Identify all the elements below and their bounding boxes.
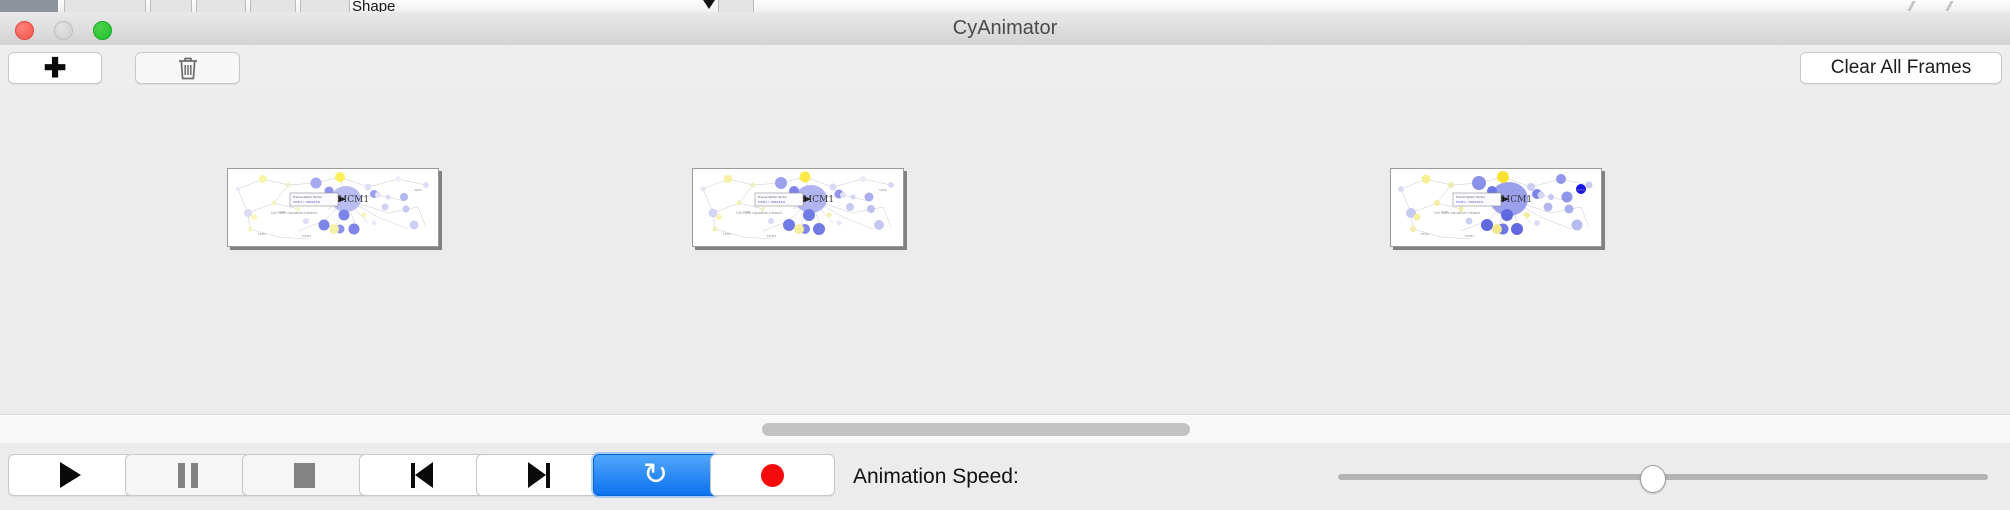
frame-thumbnail-2[interactable]: YOX1 SWI4 FKH2 MCM1 Transcription factor M… [692, 168, 904, 247]
svg-text:FKH2: FKH2 [258, 232, 266, 236]
stop-icon [294, 462, 315, 488]
svg-text:SWI4: SWI4 [879, 188, 887, 192]
svg-text:MCM1: MCM1 [1465, 234, 1474, 238]
playback-controls: ↻ Animation Speed: [0, 443, 2010, 510]
background-slash [1907, 1, 1930, 11]
animation-speed-label: Animation Speed: [853, 465, 1019, 488]
background-dark-tab [0, 0, 58, 12]
svg-text:YOX1: YOX1 [1441, 210, 1449, 214]
svg-text:MCM1: MCM1 [338, 195, 369, 205]
svg-text:Transcription factor: Transcription factor [292, 195, 323, 199]
background-segment [250, 0, 296, 12]
svg-text:Cell cycle regulation network: Cell cycle regulation network [271, 211, 318, 215]
plus-icon: ✚ [43, 52, 67, 83]
svg-text:MCM1 / YMR043W: MCM1 / YMR043W [1456, 200, 1483, 204]
background-segment [150, 0, 192, 12]
close-button[interactable] [15, 21, 34, 40]
svg-text:SWI4: SWI4 [414, 188, 422, 192]
record-icon [761, 463, 784, 487]
loop-icon: ↻ [642, 457, 669, 492]
background-slash [1945, 1, 1968, 11]
add-frame-button[interactable]: ✚ [8, 52, 102, 84]
skip-forward-icon [527, 462, 550, 488]
svg-text:MCM1: MCM1 [767, 234, 776, 238]
clear-all-frames-button[interactable]: Clear All Frames [1800, 52, 2002, 84]
svg-text:MCM1: MCM1 [803, 195, 834, 205]
delete-frame-button[interactable] [135, 52, 240, 84]
minimize-button[interactable] [54, 21, 73, 40]
skip-back-button[interactable] [359, 454, 484, 496]
pause-icon [177, 462, 198, 488]
svg-text:Cell cycle regulation network: Cell cycle regulation network [1434, 211, 1481, 215]
horizontal-scrollbar[interactable] [0, 414, 2010, 444]
svg-text:Cell cycle regulation network: Cell cycle regulation network [736, 211, 783, 215]
svg-text:MCM1: MCM1 [302, 234, 311, 238]
svg-text:SWI4: SWI4 [1577, 188, 1585, 192]
frame-thumbnail-1[interactable]: YOX1 SWI4 FKH2 MCM1 Transcription factor M… [227, 168, 439, 247]
scrollbar-thumb[interactable] [762, 423, 1190, 436]
skip-forward-button[interactable] [476, 454, 601, 496]
timeline-panel[interactable]: YOX1 SWI4 FKH2 MCM1 Transcription factor M… [0, 88, 2010, 324]
frame-thumbnail-3[interactable]: YOX1 SWI4 FKH2 MCM1 Transcription factor M… [1390, 168, 1602, 247]
record-button[interactable] [710, 454, 835, 496]
background-window-strip: Shape [0, 0, 2010, 13]
background-window-label: Shape [352, 0, 396, 13]
svg-text:YOX1: YOX1 [278, 210, 286, 214]
background-segment [64, 0, 146, 12]
trash-icon [178, 57, 197, 80]
background-segment [196, 0, 246, 12]
animation-speed-knob[interactable] [1640, 465, 1666, 493]
svg-text:MCM1 / YMR043W: MCM1 / YMR043W [293, 200, 320, 204]
play-button[interactable] [8, 454, 133, 496]
svg-text:FKH2: FKH2 [1421, 232, 1429, 236]
window-title: CyAnimator [952, 17, 1058, 39]
title-bar: CyAnimator [0, 12, 2010, 46]
stop-button[interactable] [242, 454, 367, 496]
pause-button[interactable] [125, 454, 250, 496]
play-icon [60, 462, 81, 488]
svg-text:FKH2: FKH2 [723, 232, 731, 236]
toolbar: ✚ Clear All Frames [0, 45, 2010, 89]
skip-back-icon [410, 462, 433, 488]
loop-button[interactable]: ↻ [593, 454, 718, 496]
background-segment [300, 0, 350, 12]
maximize-button[interactable] [93, 21, 112, 40]
svg-text:Transcription factor: Transcription factor [757, 195, 788, 199]
svg-text:Transcription factor: Transcription factor [1455, 195, 1486, 199]
svg-text:YOX1: YOX1 [743, 210, 751, 214]
svg-text:MCM1: MCM1 [1501, 195, 1532, 205]
svg-text:MCM1 / YMR043W: MCM1 / YMR043W [758, 200, 785, 204]
background-segment [718, 0, 754, 12]
background-caret-icon [703, 0, 715, 9]
